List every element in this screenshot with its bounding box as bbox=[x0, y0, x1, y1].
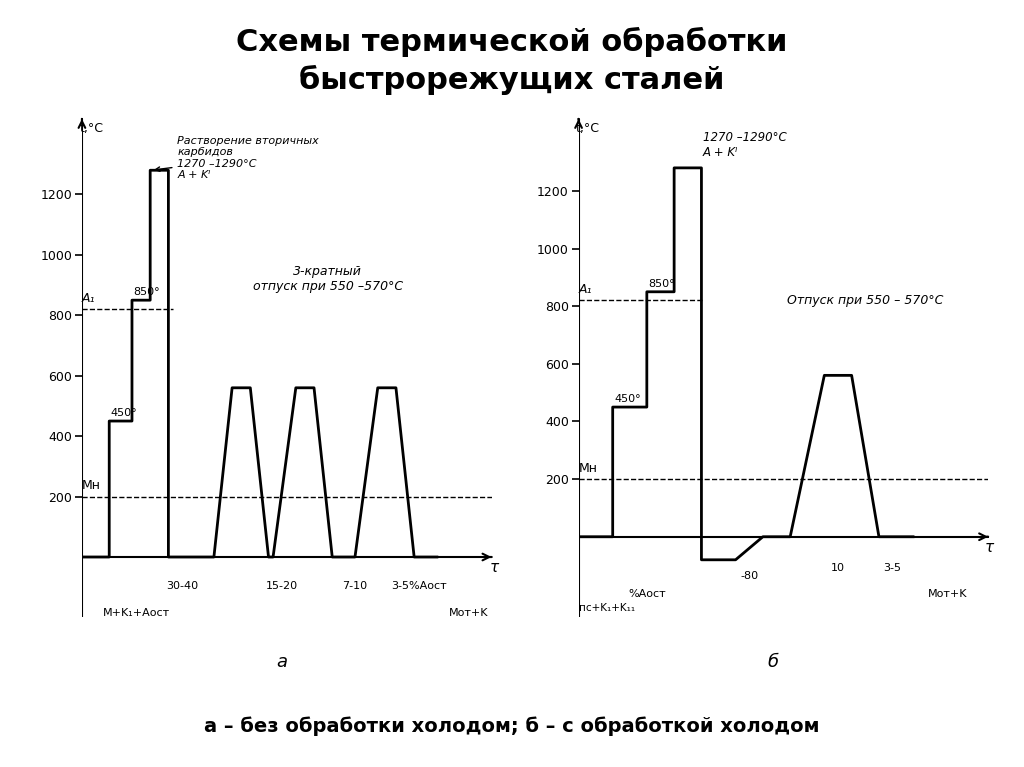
Text: Mн: Mн bbox=[579, 462, 598, 475]
Text: 450°: 450° bbox=[111, 408, 137, 418]
Text: Отпуск при 550 – 570°С: Отпуск при 550 – 570°С bbox=[787, 294, 943, 307]
Text: 850°: 850° bbox=[648, 279, 675, 289]
Text: A₁: A₁ bbox=[82, 291, 95, 304]
Text: Mот+K: Mот+K bbox=[449, 608, 488, 618]
Text: б: б bbox=[768, 653, 778, 671]
Text: 15-20: 15-20 bbox=[266, 581, 298, 591]
Text: t,°C: t,°C bbox=[575, 122, 600, 135]
Text: Растворение вторичных
карбидов
1270 –1290°С
A + Kᴵ: Растворение вторичных карбидов 1270 –129… bbox=[156, 136, 319, 180]
Text: 450°: 450° bbox=[614, 394, 641, 404]
Text: t,°C: t,°C bbox=[80, 122, 104, 135]
Text: M+K₁+Aост: M+K₁+Aост bbox=[103, 608, 170, 618]
Text: а – без обработки холодом; б – с обработкой холодом: а – без обработки холодом; б – с обработ… bbox=[204, 716, 820, 736]
Text: 850°: 850° bbox=[133, 287, 160, 297]
Text: 3-кратный
отпуск при 550 –570°С: 3-кратный отпуск при 550 –570°С bbox=[253, 265, 402, 293]
Text: быстрорежущих сталей: быстрорежущих сталей bbox=[299, 65, 725, 95]
Text: а: а bbox=[276, 653, 287, 671]
Text: -80: -80 bbox=[740, 571, 759, 581]
Text: Схемы термической обработки: Схемы термической обработки bbox=[237, 27, 787, 57]
Text: $\tau$: $\tau$ bbox=[984, 540, 995, 555]
Text: Mот+K: Mот+K bbox=[928, 588, 967, 598]
Text: пс+K₁+K₁₁: пс+K₁+K₁₁ bbox=[579, 603, 635, 613]
Text: 30-40: 30-40 bbox=[166, 581, 198, 591]
Text: Mн: Mн bbox=[82, 479, 101, 492]
Text: 10: 10 bbox=[830, 563, 845, 573]
Text: 1270 –1290°С
A + Kᴵ: 1270 –1290°С A + Kᴵ bbox=[702, 131, 786, 160]
Text: $\tau$: $\tau$ bbox=[488, 560, 500, 575]
Text: A₁: A₁ bbox=[579, 283, 592, 296]
Text: 7-10: 7-10 bbox=[342, 581, 368, 591]
Text: 3-5: 3-5 bbox=[884, 563, 901, 573]
Text: %Aост: %Aост bbox=[628, 588, 666, 598]
Text: 3-5%Aост: 3-5%Aост bbox=[391, 581, 446, 591]
